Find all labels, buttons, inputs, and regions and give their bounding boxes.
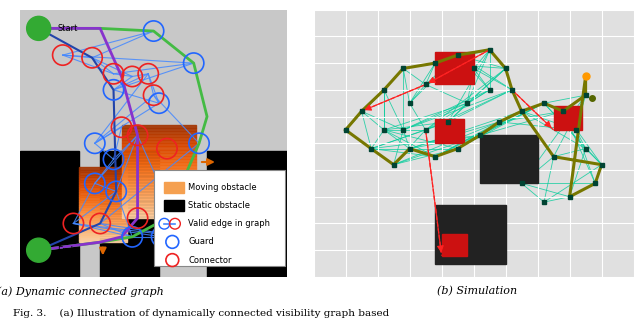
Bar [122,209,196,212]
Bar [442,234,467,256]
Bar [79,197,127,200]
Bar [122,199,196,203]
Bar [122,168,196,171]
Bar [79,172,127,175]
Bar [79,187,127,190]
Bar [122,131,196,134]
Bar [122,147,196,149]
Bar [79,185,127,187]
Bar [79,220,127,222]
Bar [122,125,196,128]
Bar [79,222,127,225]
Bar [122,137,196,140]
Bar [122,190,196,193]
Bar [154,170,285,266]
Bar [79,215,127,217]
Bar [122,156,196,159]
Bar [207,151,287,277]
Bar [79,170,127,172]
Bar [100,151,159,277]
Bar [79,205,127,207]
Bar [79,182,127,185]
Bar [122,193,196,196]
Bar [122,128,196,131]
Bar [79,240,127,242]
Bar [164,200,184,212]
Bar [79,212,127,215]
Bar [122,159,196,162]
Bar [79,217,127,220]
Bar [79,202,127,205]
Bar [79,190,127,192]
Bar [122,140,196,143]
Bar [122,162,196,165]
Bar [122,143,196,147]
Bar [79,175,127,177]
Bar [122,181,196,184]
Text: Static obstacle: Static obstacle [188,201,250,210]
Circle shape [27,16,51,40]
Text: Valid edge in graph: Valid edge in graph [188,219,270,228]
Bar [79,167,127,170]
Bar [79,237,127,240]
Bar [79,195,127,197]
Bar [79,207,127,210]
Bar [79,235,127,237]
Bar [79,210,127,212]
Bar [435,119,464,143]
Bar [79,230,127,232]
Bar [79,227,127,230]
Text: (a) Dynamic connected graph: (a) Dynamic connected graph [0,286,163,297]
Bar [122,153,196,156]
Bar [122,187,196,190]
Bar [122,149,196,153]
Bar [122,171,196,175]
Circle shape [27,238,51,262]
Bar [122,215,196,218]
Text: Start: Start [58,24,78,33]
Bar [480,135,538,184]
Bar [79,192,127,195]
Text: Connector: Connector [188,256,232,265]
Bar [79,200,127,202]
Bar [20,151,79,277]
Bar [122,184,196,187]
Text: End: End [58,246,74,255]
Bar [122,178,196,181]
Bar [79,225,127,227]
Text: (b) Simulation: (b) Simulation [436,286,517,297]
Bar [122,206,196,209]
Bar [122,134,196,137]
Bar [435,205,506,263]
Bar [122,165,196,168]
Bar [164,182,184,193]
Bar [79,232,127,235]
Text: Moving obstacle: Moving obstacle [188,183,257,192]
Bar [122,212,196,215]
Bar [122,175,196,178]
Bar [79,180,127,182]
Bar [79,177,127,180]
Bar [122,196,196,199]
Bar [122,203,196,206]
Text: Guard: Guard [188,237,214,246]
Bar [435,52,474,84]
Bar [554,106,582,130]
Text: Fig. 3.    (a) Illustration of dynamically connected visibility graph based: Fig. 3. (a) Illustration of dynamically … [13,308,389,317]
